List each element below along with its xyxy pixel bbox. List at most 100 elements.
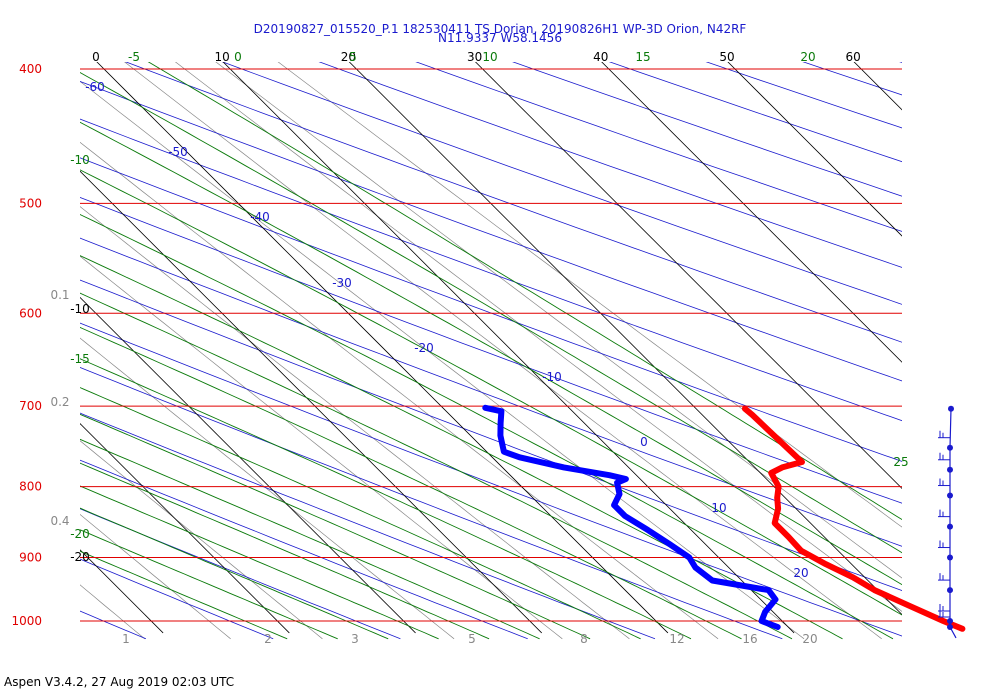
dry-adiabat-label: -40	[250, 210, 270, 224]
isotherm-label: -10	[70, 302, 90, 316]
wind-profile	[938, 405, 957, 639]
moist-adiabat-line	[80, 169, 902, 616]
isotherms	[0, 61, 902, 634]
dry-adiabat-line	[80, 118, 902, 422]
dry-adiabat-line	[415, 62, 902, 232]
footer-version: Aspen V3.4.2, 27 Aug 2019 02:03 UTC	[4, 675, 235, 689]
dry-adiabat-line	[608, 62, 902, 163]
dry-adiabat-label: -10	[542, 370, 562, 384]
wind-point	[947, 618, 953, 624]
isotherm-line	[80, 549, 164, 634]
dry-adiabat-line	[80, 322, 902, 637]
temperature-profile	[741, 405, 966, 632]
moist-adiabat-line	[80, 255, 843, 640]
chart-subtitle: N11.9337 W58.1456	[438, 31, 562, 45]
moist-adiabat-line	[80, 529, 338, 640]
mixing-ratio-label: 0.2	[50, 395, 69, 409]
wind-profile-line	[949, 408, 957, 639]
pressure-tick-label: 400	[19, 62, 42, 76]
pressure-tick-label: 1000	[11, 614, 42, 628]
dry-adiabat-line	[512, 62, 902, 197]
theta-e-tick-label: 20	[800, 50, 815, 64]
moist-adiabat-line	[80, 550, 288, 640]
isotherm-line	[348, 62, 902, 616]
mixing-ratio-line	[80, 80, 805, 640]
mixing-ratio-line	[174, 62, 902, 612]
moist-adiabat-line	[80, 72, 902, 554]
dry-adiabat-line	[125, 62, 902, 343]
dry-adiabat-line	[80, 558, 274, 640]
mixing-ratio-line	[124, 62, 882, 640]
isotherm-line	[475, 62, 902, 489]
temperature-tick-label: 40	[593, 50, 608, 64]
isotherm-line	[96, 62, 669, 634]
dry-adiabat-label: -60	[85, 80, 105, 94]
pressure-tick-label: 600	[19, 306, 42, 320]
moist-adiabat-line	[80, 387, 641, 640]
wind-point	[947, 466, 953, 473]
theta-e-tick-label: -10	[70, 153, 90, 167]
isotherm-line	[0, 61, 37, 633]
dry-adiabat-label: 0	[640, 435, 648, 449]
mixing-ratio-label: 0.4	[50, 514, 69, 528]
mixing-ratio-line	[80, 513, 231, 640]
mixing-ratio-line	[277, 62, 902, 528]
moist-adiabat-line	[147, 62, 902, 521]
mixing-ratio-label: 8	[580, 632, 588, 646]
dry-adiabat-line	[80, 508, 401, 640]
mixing-ratio-label: 0.1	[50, 288, 69, 302]
mixing-ratio-label: 12	[669, 632, 684, 646]
mixing-ratio-line	[80, 206, 630, 640]
moist-adiabat-line	[80, 462, 490, 640]
dry-adiabat-line	[80, 412, 656, 640]
wind-point	[947, 623, 953, 630]
dry-adiabat-line	[80, 196, 902, 504]
mixing-ratio-line	[80, 255, 563, 640]
dry-adiabat-line	[80, 366, 783, 640]
theta-e-tick-label: -20	[70, 527, 90, 541]
dry-adiabat-line	[80, 157, 902, 462]
wind-point	[947, 523, 953, 530]
dry-adiabat-label: 10	[711, 501, 726, 515]
dry-adiabat-label: -20	[414, 341, 434, 355]
mixing-ratio-label: 5	[468, 632, 476, 646]
mixing-ratio-line	[80, 141, 719, 640]
mixing-ratio-label: 3	[351, 632, 359, 646]
isotherm-line	[80, 296, 416, 634]
pressure-tick-label: 500	[19, 196, 42, 210]
dry-adiabat-line	[318, 62, 902, 268]
dry-adiabat-label: -50	[168, 145, 188, 159]
moist-adiabat-line	[80, 292, 793, 640]
theta-e-tick-label: 15	[635, 50, 650, 64]
isotherm-line	[80, 423, 290, 634]
mixing-ratio-label: 20	[802, 632, 817, 646]
isotherm-line	[853, 62, 902, 111]
moist-adiabat-line	[80, 438, 540, 640]
temperature-tick-label: 60	[846, 50, 861, 64]
wind-point	[947, 492, 953, 499]
moist-adiabat-line	[80, 413, 591, 640]
theta-e-tick-label: 5	[349, 50, 357, 64]
mixing-ratio-line	[80, 337, 455, 640]
dry-adiabat-line	[80, 80, 902, 382]
wind-point	[947, 554, 953, 561]
temperature-tick-label: 0	[92, 50, 100, 64]
dry-adiabat-line	[80, 237, 902, 547]
wind-point	[947, 444, 953, 451]
dry-adiabat-line	[80, 279, 902, 591]
mixing-ratio-label: 1	[122, 632, 130, 646]
moist-adiabats	[80, 62, 902, 640]
theta-e-tick-label: 10	[482, 50, 497, 64]
dry-adiabat-line	[899, 62, 902, 63]
moist-adiabat-line	[80, 326, 742, 640]
mixing-ratio-line	[80, 584, 145, 640]
dry-adiabat-label: 20	[793, 566, 808, 580]
theta-e-tick-label: -5	[128, 50, 140, 64]
mixing-ratio-line	[215, 62, 902, 579]
pressure-tick-label: 700	[19, 399, 42, 413]
wind-point	[948, 405, 954, 412]
isotherm-line	[601, 62, 902, 363]
chart-title: D20190827_015520_P.1 182530411 TS Dorian…	[253, 22, 747, 36]
mixing-ratio-label: 16	[742, 632, 757, 646]
